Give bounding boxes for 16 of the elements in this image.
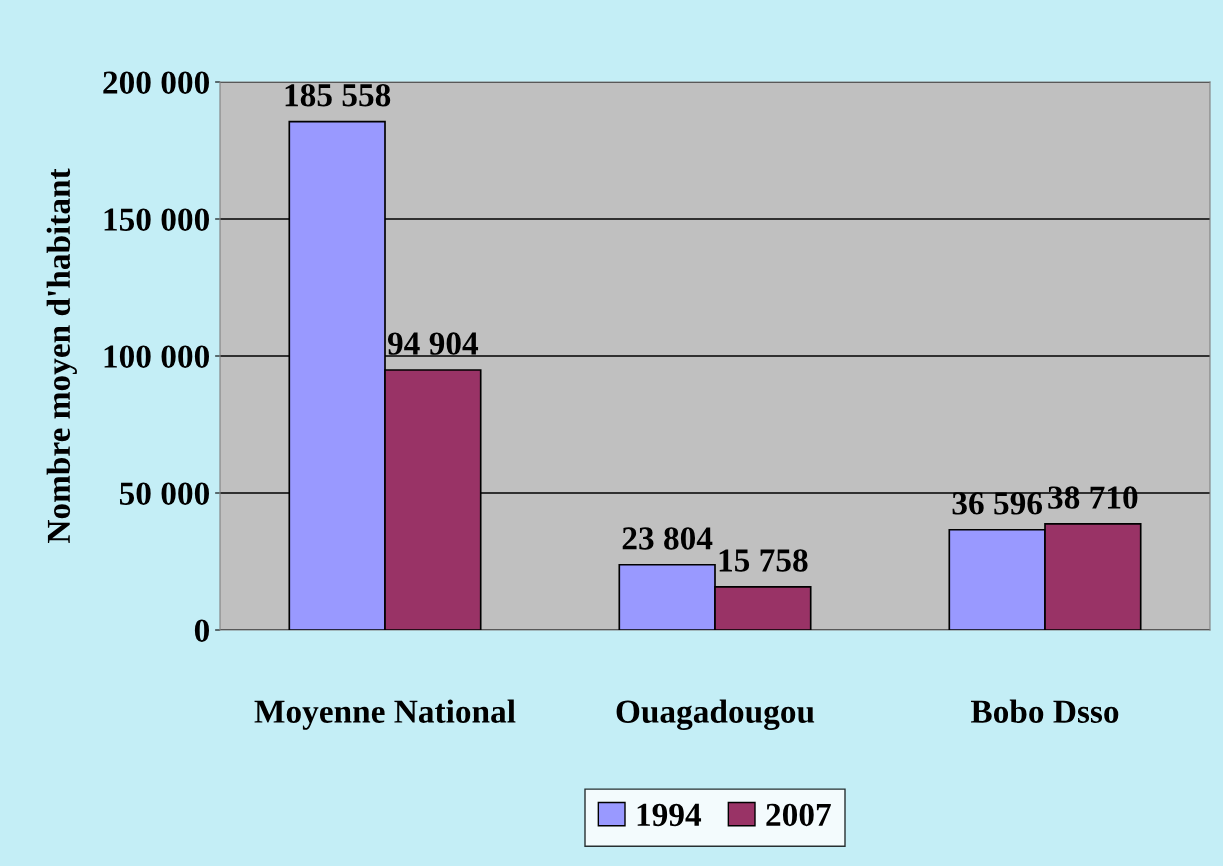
y-tick-label: 0 bbox=[194, 619, 210, 642]
x-tick-label: Bobo Dsso bbox=[970, 699, 1119, 723]
legend-label: 1994 bbox=[637, 803, 702, 827]
data-label: 185 558 bbox=[285, 83, 391, 107]
data-label: 15 758 bbox=[719, 549, 808, 572]
y-axis-title: Nombre moyen d'habitant bbox=[46, 168, 77, 544]
data-label: 36 596 bbox=[952, 492, 1043, 515]
y-tick-label: 150 000 bbox=[104, 208, 210, 231]
x-tick-label: Ouagadougou bbox=[616, 699, 815, 730]
y-tick-label: 50 000 bbox=[119, 482, 210, 505]
legend-label: 2007 bbox=[766, 803, 831, 827]
y-tick-label: 100 000 bbox=[104, 345, 210, 368]
data-label: 23 804 bbox=[622, 527, 713, 550]
data-label: 94 904 bbox=[387, 332, 479, 355]
y-tick-label: 200 000 bbox=[103, 71, 210, 94]
x-tick-label: Moyenne National bbox=[254, 699, 516, 730]
